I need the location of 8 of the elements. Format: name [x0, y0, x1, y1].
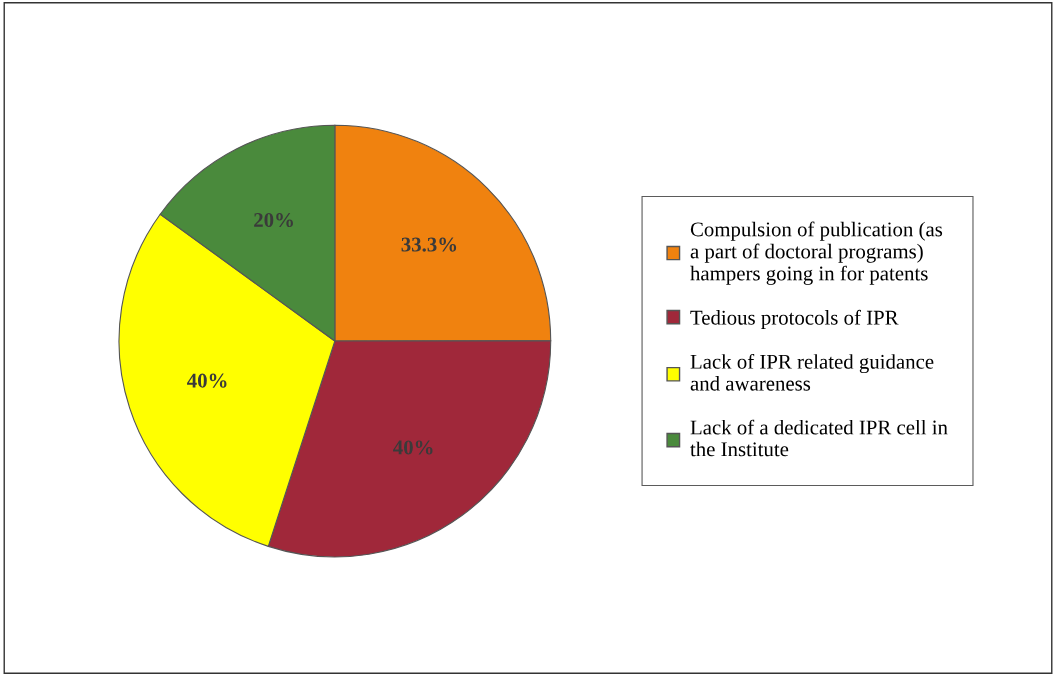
- data-label: 40%: [393, 440, 433, 455]
- legend-label: Compulsion of publication (as a part of doctoral programs) hampers going in for patents: [690, 221, 943, 285]
- data-label: 40%: [187, 373, 227, 388]
- legend-label: Lack of IPR related guidance and awareness: [690, 353, 934, 391]
- legend-label: Lack of a dedicated IPR cell in the Institute: [690, 419, 948, 457]
- data-label: 20%: [254, 212, 293, 228]
- data-label: 33.3%: [401, 237, 457, 252]
- legend-label: Tedious protocols of IPR: [690, 309, 899, 329]
